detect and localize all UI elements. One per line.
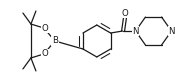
Text: N: N xyxy=(168,26,175,36)
Text: O: O xyxy=(41,23,48,33)
Text: B: B xyxy=(52,37,58,46)
Text: O: O xyxy=(41,49,48,58)
Text: N: N xyxy=(132,26,139,36)
Text: O: O xyxy=(121,9,128,18)
